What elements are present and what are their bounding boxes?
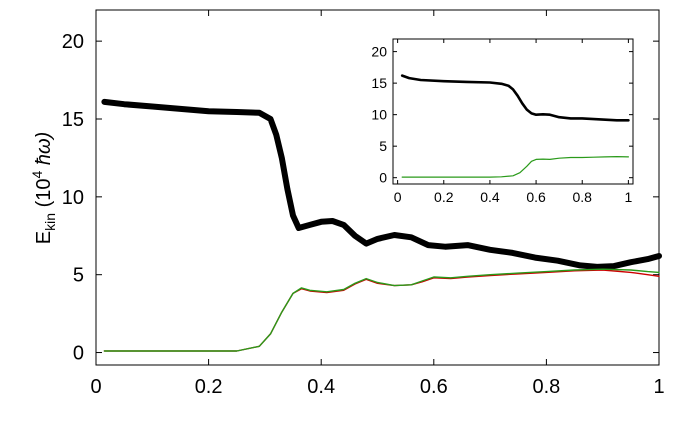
- main-x-tick-label: 0.2: [195, 376, 223, 398]
- inset-x-tick-label: 1: [624, 189, 632, 205]
- inset-x-tick-label: 0.4: [480, 189, 500, 205]
- main-y-tick-label: 15: [62, 109, 84, 131]
- inset-x-tick-label: 0.6: [526, 189, 546, 205]
- main-x-tick-label: 0.6: [420, 376, 448, 398]
- y-label-subscript: kin: [42, 213, 58, 231]
- main-series-line-0: [101, 98, 662, 270]
- inset-y-tick-label: 20: [371, 44, 387, 60]
- main-x-tick-label: 0.4: [307, 376, 335, 398]
- main-y-tick-label: 20: [62, 31, 84, 53]
- inset-series-group: [400, 74, 630, 178]
- main-y-axis-label: Ekin (104 ħω): [29, 132, 58, 244]
- main-y-tick-label: 10: [62, 187, 84, 209]
- inset-y-tick-label: 0: [379, 170, 387, 186]
- main-plot-frame: [95, 9, 660, 366]
- y-label-main: E: [33, 231, 55, 244]
- main-series-line-2: [103, 268, 660, 352]
- inset-x-tick-label: 0.2: [434, 189, 454, 205]
- inset-y-tick-label: 15: [371, 75, 387, 91]
- main-y-tick-label: 0: [73, 343, 84, 365]
- inset-x-tick-label: 0: [394, 189, 402, 205]
- main-x-tick-label: 0.8: [532, 376, 560, 398]
- inset-series-line-1: [401, 156, 629, 178]
- inset-plot-frame: [392, 38, 634, 185]
- y-label-unit-post: ħω): [33, 132, 55, 171]
- inset-y-tick-label: 5: [379, 138, 387, 154]
- main-x-tick-label: 1: [653, 376, 664, 398]
- y-label-superscript: 4: [29, 171, 45, 179]
- inset-series-line-0: [400, 74, 630, 122]
- y-label-unit-pre: (10: [33, 179, 55, 213]
- main-series-group: [101, 98, 662, 352]
- inset-y-tick-label: 10: [371, 107, 387, 123]
- main-x-tick-label: 0: [90, 376, 101, 398]
- inset-x-tick-label: 0.8: [572, 189, 592, 205]
- main-y-tick-label: 5: [73, 265, 84, 287]
